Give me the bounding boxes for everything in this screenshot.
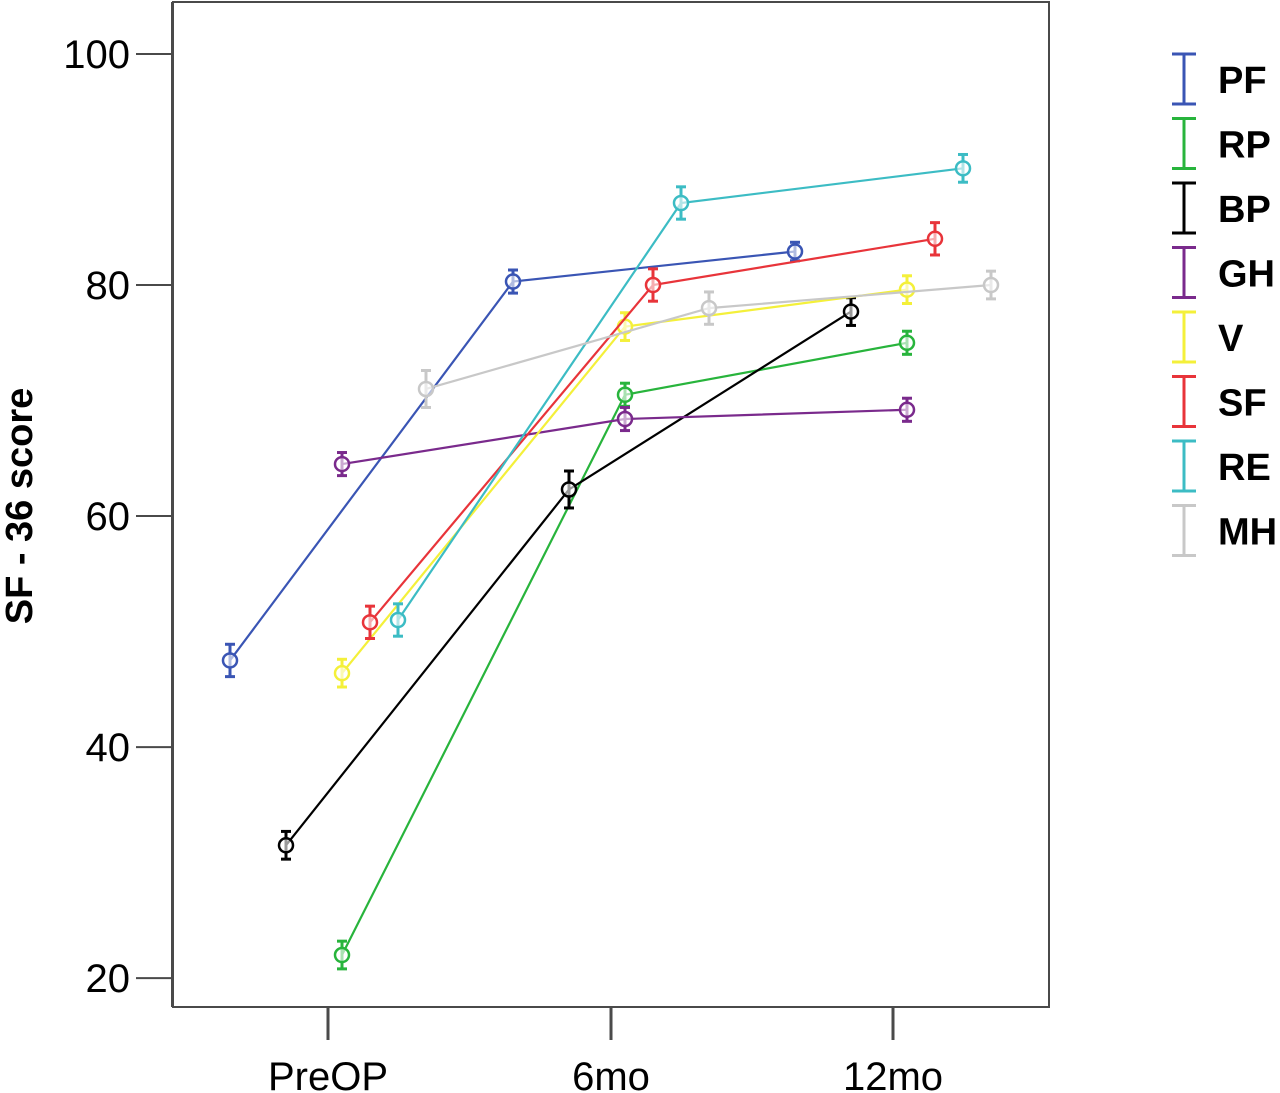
data-point <box>898 281 916 298</box>
x-tick-label: PreOP <box>268 1055 388 1093</box>
y-tick-label: 80 <box>86 264 131 308</box>
x-axis: PreOP 6mo 12mo <box>268 1007 943 1093</box>
data-point <box>898 401 916 419</box>
data-point <box>417 380 435 398</box>
y-tick-label: 60 <box>86 495 131 539</box>
y-axis-title: SF - 36 score <box>0 388 41 625</box>
data-point <box>504 273 522 290</box>
legend-item-sf: SF <box>1172 375 1267 428</box>
series-sf <box>361 221 944 640</box>
x-tick-label: 12mo <box>843 1055 943 1093</box>
data-point <box>221 652 239 669</box>
data-point <box>644 276 662 294</box>
data-point <box>616 386 634 404</box>
series-gh <box>333 396 916 478</box>
legend-label: RP <box>1218 125 1271 167</box>
data-point <box>898 334 916 352</box>
data-point <box>277 837 295 854</box>
legend-item-mh: MH <box>1172 504 1277 557</box>
data-point <box>954 160 972 177</box>
plot-area <box>172 1 1050 1008</box>
data-point <box>616 410 634 428</box>
legend-label: V <box>1218 318 1244 360</box>
legend: PF RP BP GH V SF RE MH <box>1172 52 1277 557</box>
y-tick-label: 20 <box>86 957 131 1001</box>
data-point <box>926 230 944 248</box>
data-point <box>982 276 1000 294</box>
y-axis: 20 40 60 80 100 <box>63 2 173 1007</box>
legend-label: MH <box>1218 512 1277 554</box>
data-point <box>672 194 690 212</box>
data-point <box>842 303 860 320</box>
x-tick-label: 6mo <box>572 1055 650 1093</box>
data-point <box>786 243 804 260</box>
legend-item-rp: RP <box>1172 117 1271 170</box>
data-point <box>333 946 351 964</box>
data-point <box>560 481 578 498</box>
data-point <box>333 664 351 682</box>
legend-label: GH <box>1218 254 1275 296</box>
legend-item-gh: GH <box>1172 246 1275 299</box>
legend-label: RE <box>1218 447 1271 489</box>
series-bp <box>277 296 860 861</box>
y-tick-label: 100 <box>63 33 130 77</box>
legend-item-pf: PF <box>1172 52 1267 106</box>
data-point <box>333 455 351 473</box>
data-point <box>389 611 407 629</box>
series-pf <box>221 240 804 679</box>
legend-item-v: V <box>1172 310 1244 364</box>
legend-item-re: RE <box>1172 439 1271 493</box>
data-point <box>361 614 379 631</box>
y-tick-label: 40 <box>86 726 131 770</box>
series-mh <box>417 269 1000 409</box>
series-layer <box>221 152 1000 971</box>
legend-label: PF <box>1218 60 1267 102</box>
data-point <box>700 299 718 317</box>
series-re <box>389 152 972 638</box>
legend-label: SF <box>1218 383 1267 425</box>
legend-label: BP <box>1218 189 1271 231</box>
legend-item-bp: BP <box>1172 181 1271 235</box>
